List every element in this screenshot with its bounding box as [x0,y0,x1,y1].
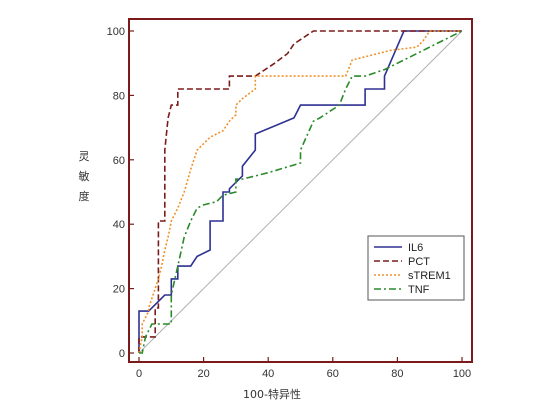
x-tick-label: 100 [453,368,471,380]
plot-frame [128,18,473,363]
y-axis-title-char: 度 [79,189,90,203]
legend-label-tnf: TNF [408,284,430,296]
legend-label-il6: IL6 [408,242,423,254]
y-axis-title-char: 灵 [79,150,90,163]
y-tick-label: 80 [113,90,125,102]
y-axis-title-char: 敏 [79,169,90,183]
series-line-pct [138,30,462,353]
series-line-strem1 [138,30,462,354]
x-tick-label: 80 [391,368,403,380]
y-tick-label: 0 [119,348,125,360]
x-tick-label: 20 [197,368,209,380]
x-axis-title: 100-特异性 [243,387,301,401]
plot-area [138,30,463,354]
legend: IL6 PCT sTREM1 TNF [367,235,465,301]
legend-label-strem1: sTREM1 [408,270,451,282]
reference-line [138,30,463,354]
x-tick-label: 40 [262,368,274,380]
y-tick-label: 20 [113,284,125,296]
y-tick-label: 40 [113,219,125,231]
series-line-tnf [139,30,463,354]
x-tick-label: 60 [327,368,339,380]
y-tick-label: 100 [107,26,125,38]
legend-label-pct: PCT [408,256,430,268]
axes: 0 20 40 60 80 100 0 20 40 60 80 100 [107,18,473,380]
y-axis-title: 灵敏度 [79,150,90,203]
series-line-il6 [138,30,462,353]
x-tick-label: 0 [136,368,142,380]
y-tick-label: 60 [113,155,125,167]
